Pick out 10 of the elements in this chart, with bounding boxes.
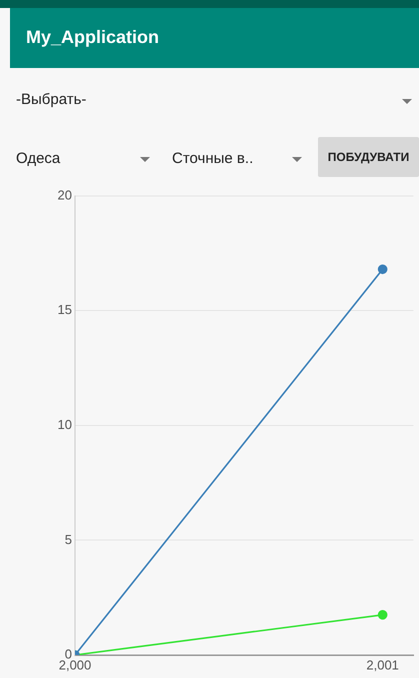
text: Сточные в.. (172, 150, 254, 167)
text: Одеса (16, 150, 60, 167)
y-tick-label: 5 (64, 532, 72, 547)
text: ПОБУДУВАТИ (318, 137, 419, 177)
y-tick-label: 10 (58, 416, 72, 432)
text: -Выбрать- (16, 91, 86, 108)
x-tick-label: 2,001 (366, 657, 399, 672)
y-tick-label: 15 (58, 302, 72, 318)
chart-title: My_Application (26, 27, 160, 48)
y-tick-label: 20 (58, 187, 72, 202)
